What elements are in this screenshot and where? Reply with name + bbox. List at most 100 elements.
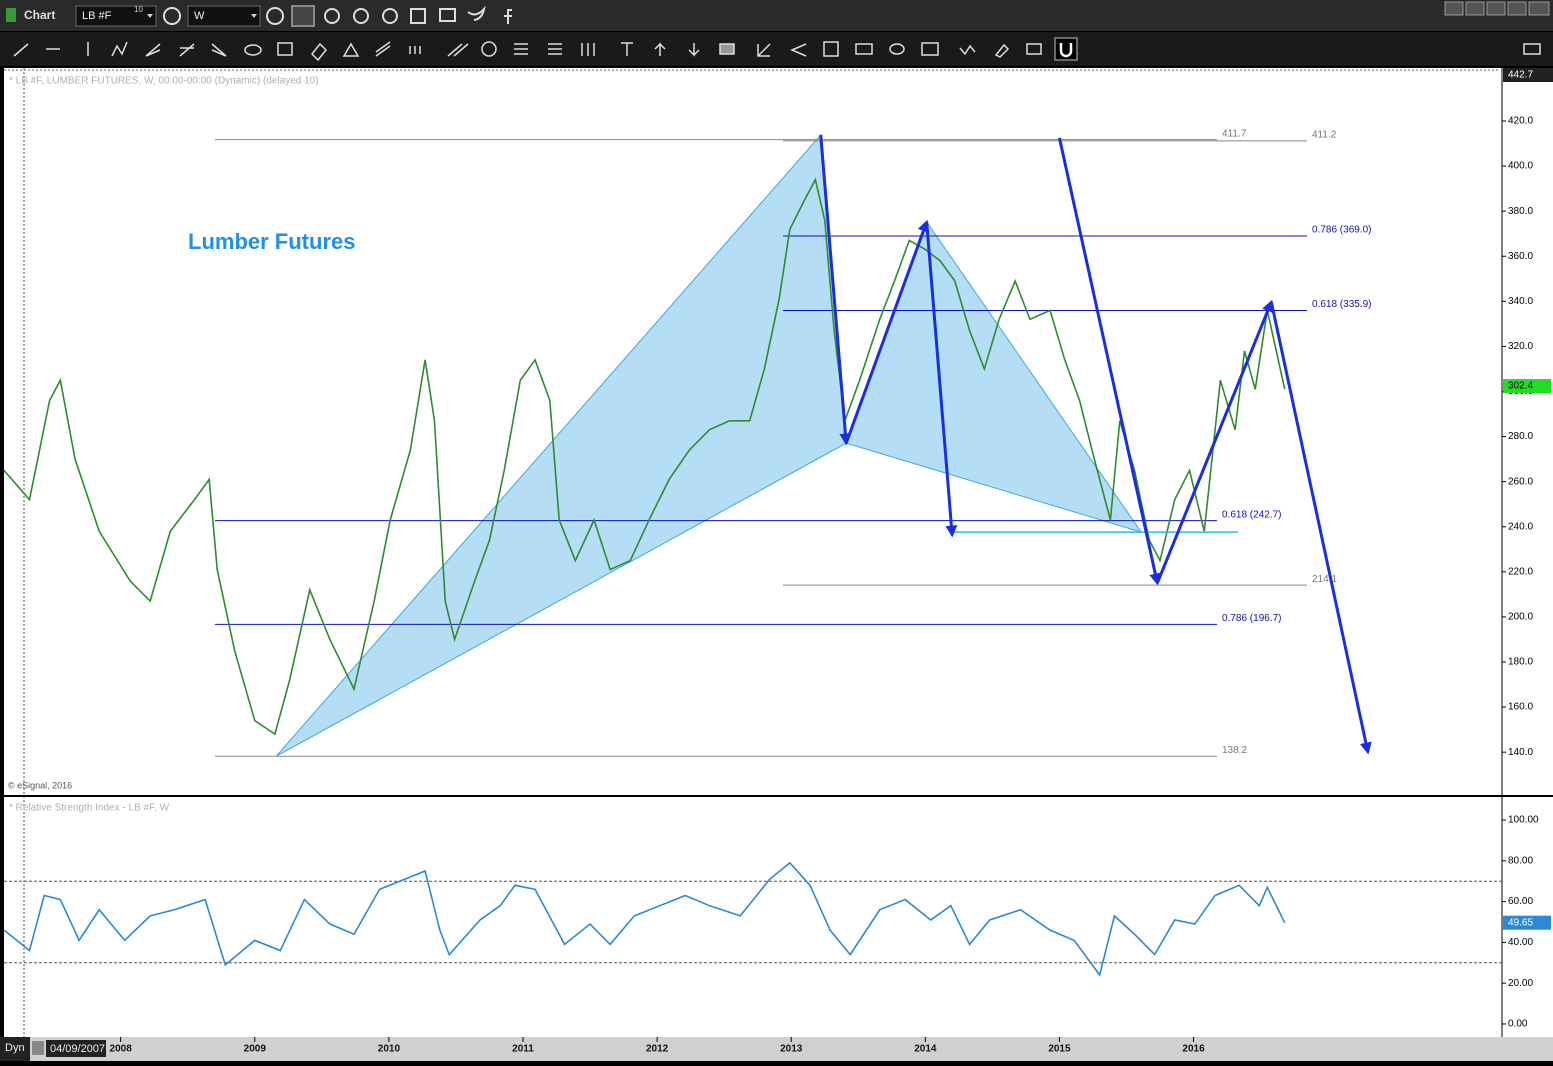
play-button[interactable] bbox=[353, 8, 369, 24]
price-line bbox=[3, 177, 1286, 736]
close-button[interactable] bbox=[1528, 1, 1550, 16]
y-tick-label: 220.0 bbox=[1508, 566, 1533, 577]
app-icon bbox=[6, 8, 16, 22]
top-value-box bbox=[1503, 68, 1553, 82]
dropdown-arrow bbox=[147, 14, 153, 18]
y-tick-label: 200.0 bbox=[1508, 612, 1533, 623]
chart-title: Lumber Futures bbox=[188, 229, 355, 254]
maximize-button[interactable] bbox=[1486, 1, 1506, 16]
tool[interactable] bbox=[621, 42, 633, 56]
tool[interactable] bbox=[921, 42, 939, 56]
tool[interactable] bbox=[13, 43, 29, 57]
tool[interactable] bbox=[994, 43, 1010, 58]
tool[interactable] bbox=[514, 43, 528, 55]
tool[interactable] bbox=[179, 43, 195, 57]
tool[interactable] bbox=[581, 43, 595, 56]
fib-label: 0.786 (196.7) bbox=[1222, 613, 1282, 624]
last-value-box bbox=[1503, 915, 1551, 930]
restore-button[interactable] bbox=[1507, 1, 1527, 16]
scroll-button[interactable] bbox=[32, 1041, 44, 1055]
fib-label: 0.618 (242.7) bbox=[1222, 509, 1282, 520]
x-tick-label: 2013 bbox=[780, 1044, 803, 1055]
x-tick-label: 2015 bbox=[1048, 1044, 1071, 1055]
tool[interactable] bbox=[244, 44, 262, 56]
tool[interactable] bbox=[757, 43, 771, 57]
y-tick-label: 380.0 bbox=[1508, 206, 1533, 217]
tool[interactable] bbox=[855, 43, 873, 55]
clock-button[interactable] bbox=[266, 7, 284, 25]
x-tick-label: 2012 bbox=[646, 1044, 669, 1055]
tool[interactable] bbox=[1026, 43, 1042, 55]
tool[interactable] bbox=[375, 41, 391, 57]
twitter-button[interactable] bbox=[467, 5, 486, 21]
y-tick-label: 160.0 bbox=[1508, 702, 1533, 713]
x-tick-label: 2009 bbox=[244, 1044, 267, 1055]
last-value-box bbox=[1503, 379, 1551, 394]
tool[interactable] bbox=[447, 43, 469, 57]
tool[interactable] bbox=[823, 41, 839, 57]
y-tick-label: 260.0 bbox=[1508, 476, 1533, 487]
y-tick-label: 0.00 bbox=[1508, 1019, 1528, 1030]
interval-box[interactable] bbox=[187, 5, 261, 27]
tool[interactable] bbox=[548, 43, 562, 55]
tool[interactable] bbox=[277, 42, 293, 56]
magnet-icon bbox=[1059, 43, 1073, 58]
tool[interactable] bbox=[719, 43, 735, 55]
comment-button[interactable] bbox=[439, 8, 456, 22]
tool[interactable] bbox=[688, 43, 700, 57]
tool[interactable] bbox=[959, 44, 976, 56]
projection-arrow bbox=[1155, 299, 1274, 584]
fib-label: 0.618 (335.9) bbox=[1312, 299, 1372, 310]
projection-arrow bbox=[1057, 137, 1162, 586]
tool[interactable] bbox=[409, 46, 421, 54]
y-tick-label: 40.00 bbox=[1508, 937, 1533, 948]
y-tick-label: 400.0 bbox=[1508, 161, 1533, 172]
tool[interactable] bbox=[111, 41, 128, 57]
draw-button[interactable] bbox=[291, 5, 315, 27]
value-axis bbox=[1502, 68, 1553, 1037]
start-date-box bbox=[46, 1040, 106, 1057]
fib-label: 214.1 bbox=[1312, 574, 1337, 585]
panel-toggle[interactable] bbox=[1523, 43, 1541, 55]
tool[interactable] bbox=[889, 43, 905, 55]
tool[interactable] bbox=[654, 42, 666, 56]
symbol-box[interactable] bbox=[75, 5, 157, 27]
help-button[interactable] bbox=[1444, 1, 1464, 16]
tool[interactable] bbox=[790, 43, 807, 57]
y-tick-label: 20.00 bbox=[1508, 978, 1533, 989]
tool[interactable] bbox=[310, 42, 328, 62]
y-tick-label: 420.0 bbox=[1508, 116, 1533, 127]
date-axis bbox=[0, 1037, 1553, 1061]
copyright: © eSignal, 2016 bbox=[8, 780, 72, 790]
mode-box bbox=[0, 1037, 30, 1061]
tool[interactable] bbox=[211, 43, 227, 57]
projection-arrow bbox=[844, 219, 930, 444]
tool[interactable] bbox=[145, 43, 161, 57]
y-tick-label: 60.00 bbox=[1508, 896, 1533, 907]
fib-label: 411.7 bbox=[1222, 128, 1247, 139]
y-tick-label: 180.0 bbox=[1508, 657, 1533, 668]
facebook-button[interactable] bbox=[504, 9, 512, 24]
y-tick-label: 280.0 bbox=[1508, 431, 1533, 442]
tool-button[interactable] bbox=[324, 8, 340, 24]
tool[interactable] bbox=[342, 42, 360, 57]
price-header: * LB #F, LUMBER FUTURES, W, 00:00-00:00 … bbox=[9, 76, 319, 87]
alert-button[interactable] bbox=[382, 8, 398, 24]
x-tick-label: 2010 bbox=[378, 1044, 401, 1055]
minimize-button[interactable] bbox=[1465, 1, 1485, 16]
last-value: 49.65 bbox=[1508, 917, 1533, 928]
symbol-badge: 10 bbox=[134, 5, 143, 14]
fib-label: 0.786 (369.0) bbox=[1312, 225, 1372, 236]
tag-button[interactable] bbox=[410, 8, 426, 24]
y-tick-label: 80.00 bbox=[1508, 855, 1533, 866]
start-date: 04/09/2007 bbox=[50, 1043, 105, 1055]
x-tick-label: 2011 bbox=[512, 1044, 534, 1055]
top-value: 442.7 bbox=[1508, 70, 1533, 81]
projection-arrow bbox=[1269, 301, 1372, 755]
symbol: LB #F bbox=[82, 10, 112, 22]
window-title: Chart bbox=[24, 8, 55, 22]
refresh-button[interactable] bbox=[163, 7, 181, 25]
tool[interactable] bbox=[481, 41, 497, 57]
